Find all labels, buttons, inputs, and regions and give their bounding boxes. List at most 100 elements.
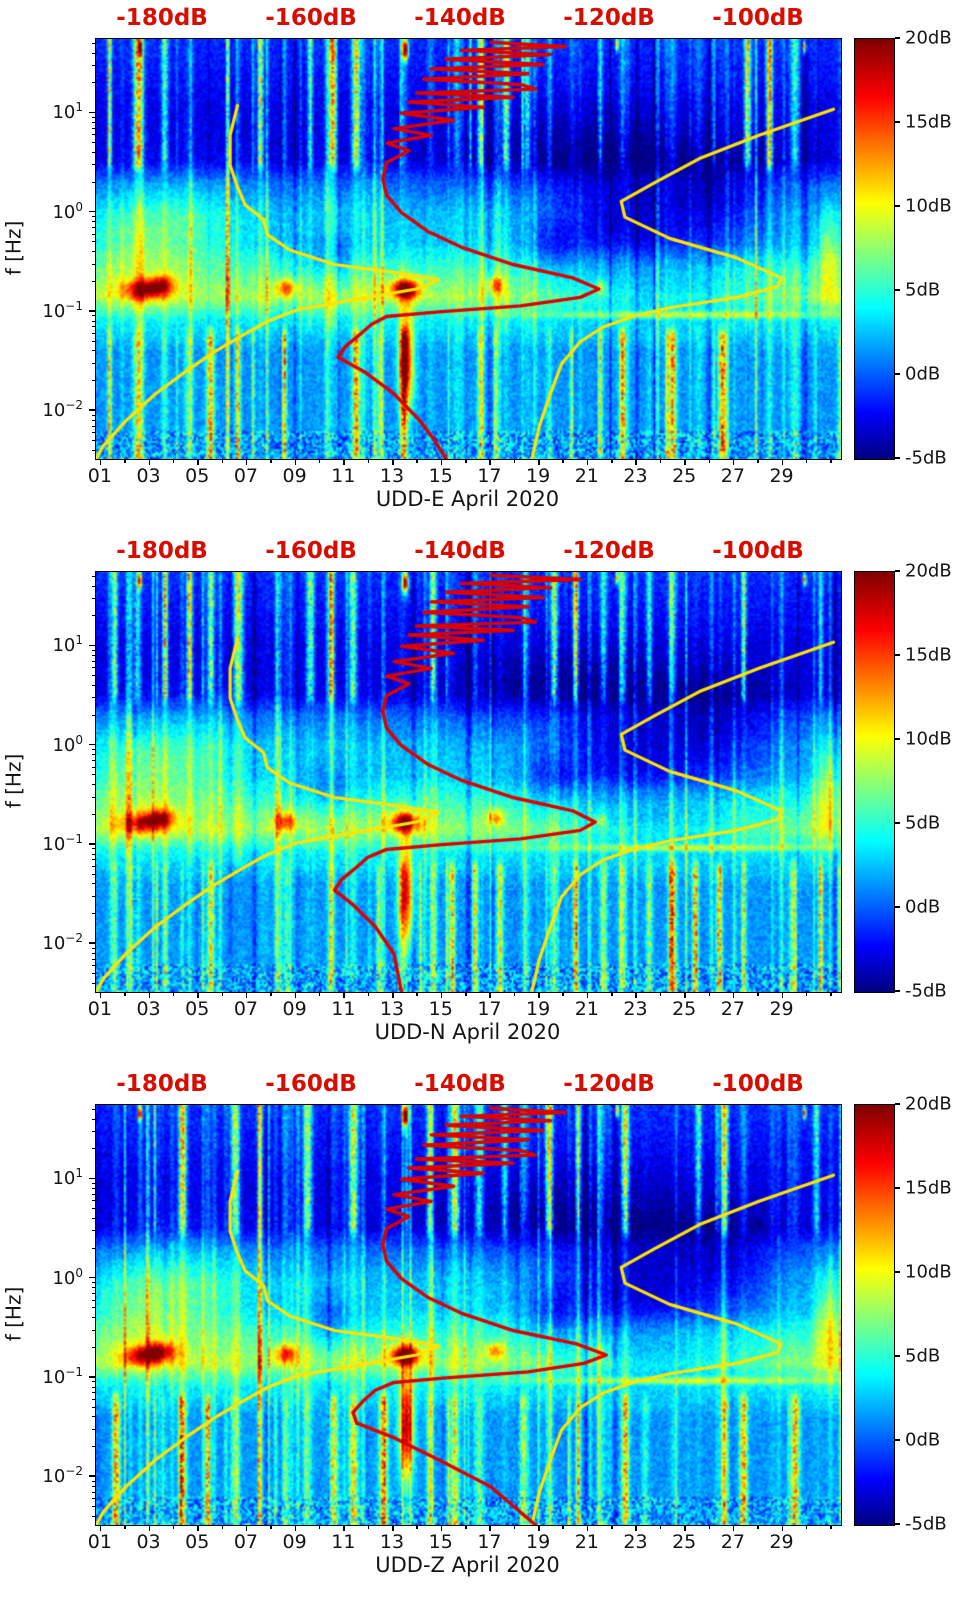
x-tick-mark: [732, 992, 735, 998]
y-minor-tick: [91, 52, 95, 54]
x-tick-label: 15: [428, 1531, 453, 1553]
top-db-label: -100dB: [712, 5, 804, 31]
y-minor-tick: [91, 585, 95, 587]
x-tick-label: 23: [623, 998, 648, 1020]
y-tick-mark: [89, 644, 95, 647]
top-axis: -180dB -160dB -140dB -120dB -100dB: [95, 536, 840, 568]
y-minor-tick: [91, 1392, 95, 1394]
top-db-label: -100dB: [712, 538, 804, 564]
x-tick-mark: [343, 992, 345, 998]
y-tick-mark: [89, 310, 95, 312]
x-tick-label: 17: [477, 998, 502, 1020]
x-minor-tick: [513, 1525, 516, 1529]
y-minor-tick: [91, 865, 95, 867]
y-minor-tick: [91, 913, 95, 915]
x-tick-mark: [245, 1525, 248, 1531]
x-tick-label: 05: [185, 465, 210, 487]
y-axis-ticks: 101 100 10−1 10−2: [26, 1104, 95, 1524]
colorbar-tick-label: -5dB: [905, 447, 947, 469]
top-db-label: -160dB: [265, 1071, 357, 1097]
x-tick-label: 11: [331, 998, 356, 1020]
y-minor-tick: [91, 714, 95, 716]
y-minor-tick: [91, 654, 95, 656]
x-tick-mark: [343, 1525, 345, 1531]
x-axis-ticks: 01 03 05 07 09 11 13 15 17 19 21 23 25 27 29: [88, 1525, 840, 1553]
y-minor-tick: [91, 320, 95, 322]
y-tick-exponent: −1: [65, 1364, 83, 1379]
y-minor-tick: [91, 432, 95, 434]
x-tick-mark: [99, 1525, 102, 1531]
x-tick-label: 25: [672, 1531, 697, 1553]
x-tick-mark: [294, 1525, 297, 1531]
y-tick-mark: [89, 942, 95, 944]
y-tick-exponent: −2: [65, 398, 83, 413]
x-tick-mark: [148, 459, 151, 465]
y-minor-tick: [91, 965, 95, 967]
x-minor-tick: [221, 1525, 224, 1529]
x-minor-tick: [830, 459, 832, 463]
colorbar-tick-label: 15dB: [905, 644, 952, 666]
colorbar-tick-label: 20dB: [905, 560, 952, 582]
y-axis-label-text: f [Hz]: [1, 753, 26, 809]
colorbar-tick-label: 0dB: [905, 896, 941, 918]
x-tick-label: 13: [379, 465, 405, 487]
y-tick-label: 10−1: [42, 831, 83, 855]
x-tick-label: 01: [87, 1531, 112, 1553]
y-minor-tick: [91, 1200, 95, 1202]
colorbar-tick-mark: [895, 654, 900, 656]
y-minor-tick: [91, 973, 95, 975]
y-tick-exponent: 1: [75, 1166, 83, 1181]
top-db-label: -100dB: [712, 1071, 804, 1097]
spectrogram-canvas: [96, 39, 841, 459]
colorbar-ticks: 20dB 15dB 10dB 5dB 0dB -5dB: [895, 28, 961, 469]
y-tick-mark: [89, 743, 95, 746]
x-minor-tick: [416, 459, 418, 463]
x-tick-mark: [392, 1525, 394, 1531]
plot-frame: [95, 38, 842, 460]
x-tick-label: 29: [769, 998, 794, 1020]
y-tick-label: 101: [52, 633, 83, 657]
y-minor-tick: [91, 1299, 95, 1301]
y-minor-tick: [91, 873, 95, 875]
x-tick-mark: [148, 992, 151, 998]
y-minor-tick: [91, 1515, 95, 1517]
x-tick-label: 23: [623, 465, 648, 487]
x-tick-label: 19: [526, 465, 551, 487]
x-tick-mark: [148, 1525, 151, 1531]
y-minor-tick: [91, 1307, 95, 1309]
y-minor-tick: [91, 697, 95, 699]
top-db-label: -120dB: [563, 5, 655, 31]
colorbar-tick-label: -5dB: [905, 980, 947, 1002]
x-tick-label: 29: [769, 1531, 794, 1553]
x-axis-ticks: 01 03 05 07 09 11 13 15 17 19 21 23 25 27 29: [88, 992, 840, 1020]
x-tick-mark: [732, 459, 735, 465]
x-tick-label: 03: [136, 998, 161, 1020]
colorbar-ticks: 20dB 15dB 10dB 5dB 0dB -5dB: [895, 1094, 961, 1535]
y-axis-label-text: f [Hz]: [1, 1286, 26, 1342]
y-tick-label: 100: [52, 199, 83, 223]
y-minor-tick: [91, 895, 95, 897]
y-tick-label: 101: [52, 100, 83, 124]
colorbar-tick-mark: [895, 457, 900, 459]
x-tick-label: 29: [769, 465, 794, 487]
y-minor-tick: [91, 1416, 95, 1418]
y-minor-tick: [91, 164, 95, 166]
y-minor-tick: [91, 116, 95, 118]
y-minor-tick: [91, 251, 95, 253]
colorbar-tick-label: 15dB: [905, 111, 952, 133]
x-tick-mark: [99, 992, 102, 998]
y-minor-tick: [91, 233, 95, 235]
y-minor-tick: [91, 667, 95, 669]
x-tick-label: 09: [282, 1531, 307, 1553]
x-tick-mark: [684, 459, 686, 465]
y-minor-tick: [91, 796, 95, 798]
y-minor-tick: [91, 216, 95, 218]
y-tick-exponent: −2: [65, 1464, 83, 1479]
x-axis-title: UDD-E April 2020: [375, 487, 560, 511]
y-minor-tick: [91, 649, 95, 651]
x-minor-tick: [611, 1525, 613, 1529]
colorbar-tick-mark: [895, 121, 900, 123]
y-minor-tick: [91, 1506, 95, 1508]
x-tick-label: 05: [185, 1531, 210, 1553]
top-axis: -180dB -160dB -140dB -120dB -100dB: [95, 3, 840, 35]
